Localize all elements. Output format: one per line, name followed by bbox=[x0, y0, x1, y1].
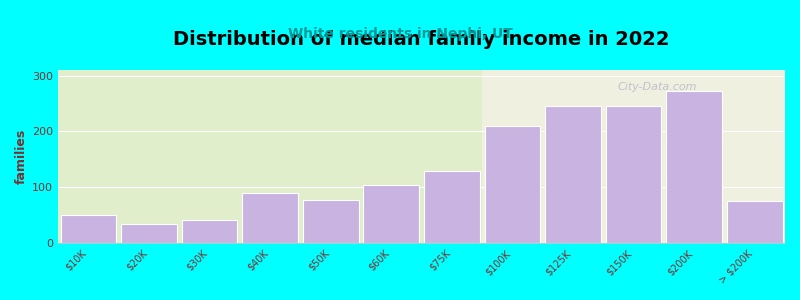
Bar bbox=[242, 193, 298, 243]
Bar bbox=[61, 215, 116, 243]
Bar bbox=[121, 224, 177, 243]
Title: Distribution of median family income in 2022: Distribution of median family income in … bbox=[174, 30, 670, 49]
Bar bbox=[303, 200, 358, 243]
Bar bbox=[182, 220, 238, 243]
Bar bbox=[58, 70, 513, 243]
Text: White residents in Nephi, UT: White residents in Nephi, UT bbox=[287, 27, 513, 41]
Bar bbox=[485, 126, 540, 243]
Bar bbox=[606, 106, 662, 243]
Bar bbox=[363, 184, 419, 243]
Bar bbox=[727, 201, 782, 243]
Bar bbox=[545, 106, 601, 243]
Bar bbox=[666, 91, 722, 243]
Y-axis label: families: families bbox=[15, 129, 28, 184]
Bar bbox=[424, 171, 480, 243]
Text: City-Data.com: City-Data.com bbox=[618, 82, 698, 92]
Bar bbox=[482, 70, 800, 243]
